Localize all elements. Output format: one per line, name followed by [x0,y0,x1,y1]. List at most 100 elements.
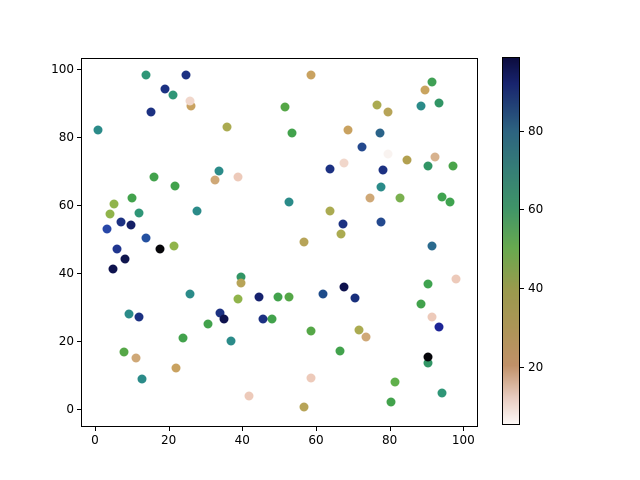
x-tick-mark [463,427,465,431]
scatter-point [390,377,400,387]
scatter-point [284,292,294,302]
scatter-point [171,363,181,373]
scatter-point [267,314,277,324]
scatter-point [93,125,103,135]
scatter-point [287,128,297,138]
scatter-point [226,336,236,346]
colorbar-tick-label: 60 [528,202,544,217]
scatter-point [102,224,112,234]
scatter-point [375,128,385,138]
scatter-point [155,244,165,254]
scatter-point [181,70,191,80]
scatter-point [339,282,349,292]
x-tick-label: 0 [91,433,99,447]
scatter-point [116,217,126,227]
scatter-point [137,374,147,384]
scatter-point [430,152,440,162]
scatter-point [339,158,349,168]
scatter-point [178,333,188,343]
scatter-point [386,397,396,407]
scatter-point [112,244,122,254]
scatter-point [383,149,393,159]
scatter-point [258,314,268,324]
scatter-point [306,70,316,80]
y-tick-label: 60 [58,197,74,212]
scatter-point [222,122,232,132]
colorbar-tick-label: 20 [528,360,544,375]
scatter-point [244,391,254,401]
scatter-point [451,274,461,284]
scatter-point [141,70,151,80]
scatter-point [306,373,316,383]
scatter-point [434,322,444,332]
scatter-point [284,197,294,207]
scatter-point [299,237,309,247]
y-tick-label: 40 [58,265,74,280]
scatter-point [185,96,195,106]
scatter-point [427,77,437,87]
scatter-point [365,193,375,203]
y-tick-label: 20 [58,333,74,348]
scatter-point [423,352,433,362]
scatter-point [361,332,371,342]
scatter-point [134,208,144,218]
scatter-point [336,229,346,239]
scatter-point [354,325,364,335]
x-tick-label: 60 [308,433,324,447]
scatter-point [233,294,243,304]
scatter-point [141,233,151,243]
scatter-point [423,161,433,171]
scatter-point [210,175,220,185]
y-tick-mark [77,272,81,274]
scatter-point [131,353,141,363]
scatter-point [127,193,137,203]
scatter-point [134,312,144,322]
y-tick-mark [77,340,81,342]
scatter-point [350,293,360,303]
scatter-point [273,292,283,302]
scatter-point [378,165,388,175]
scatter-point [372,100,382,110]
scatter-point [420,85,430,95]
scatter-point [416,299,426,309]
x-tick-mark [168,427,170,431]
scatter-point [416,101,426,111]
scatter-point [109,199,119,209]
scatter-point [214,166,224,176]
scatter-point [120,254,130,264]
scatter-point [402,155,412,165]
scatter-point [280,102,290,112]
x-tick-mark [389,427,391,431]
colorbar-tick-mark [520,130,524,132]
scatter-point [119,347,129,357]
colorbar-tick-mark [520,367,524,369]
x-tick-label: 100 [451,433,475,447]
scatter-point [186,101,196,111]
y-tick-mark [77,68,81,70]
scatter-point [105,209,115,219]
scatter-point [376,182,386,192]
colorbar-tick-mark [520,288,524,290]
scatter-point [335,346,345,356]
scatter-point [437,388,447,397]
scatter-point [427,312,437,322]
scatter-point [203,319,213,329]
scatter-point [215,308,225,318]
scatter-point [343,125,353,135]
plot-area [81,58,478,427]
scatter-point [236,278,246,288]
scatter-point [445,197,455,207]
scatter-point [376,217,386,227]
scatter-point [325,206,335,216]
scatter-point [146,107,156,117]
y-tick-mark [77,136,81,138]
y-tick-label: 100 [51,61,74,76]
scatter-point [126,220,136,230]
scatter-point [325,164,335,174]
scatter-point [299,402,309,412]
scatter-point [338,219,348,229]
scatter-point [448,161,458,171]
scatter-point [170,181,180,191]
scatter-point [383,107,393,117]
